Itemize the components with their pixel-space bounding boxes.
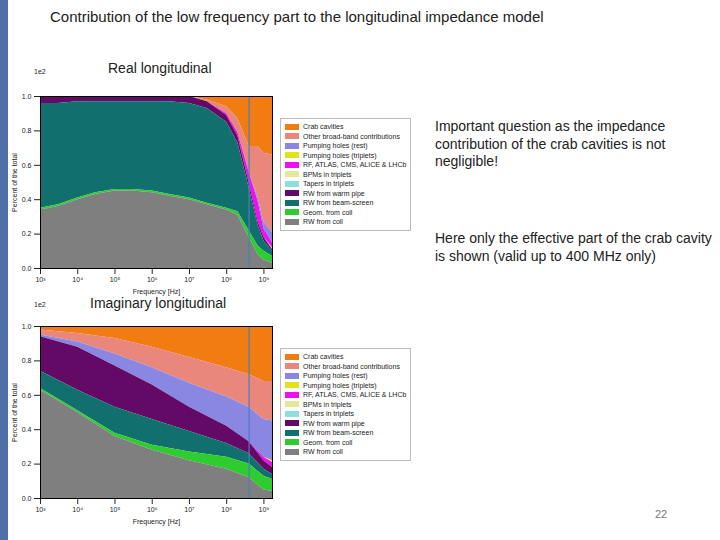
svg-text:10⁶: 10⁶ <box>147 276 158 283</box>
html-text:RW from coll: RW from coll <box>303 448 343 456</box>
svg-text:0.0: 0.0 <box>22 265 32 272</box>
svg-text:1.0: 1.0 <box>22 323 32 330</box>
svg-text:10⁴: 10⁴ <box>72 506 83 513</box>
html-text:Other broad-band contributions: Other broad-band contributions <box>303 362 400 370</box>
svg-text:0.2: 0.2 <box>22 230 32 237</box>
html-text:Tapers in triplets: Tapers in triplets <box>303 410 354 418</box>
html-text:Contribution of the low freque: Contribution of the low frequency part t… <box>50 8 544 25</box>
svg-text:1.0: 1.0 <box>22 93 32 100</box>
svg-text:10⁹: 10⁹ <box>259 506 270 513</box>
svg-text:10⁷: 10⁷ <box>184 506 195 513</box>
html-text:Tapers in triplets: Tapers in triplets <box>303 180 354 188</box>
html-text:RW from warm pipe: RW from warm pipe <box>303 189 365 197</box>
svg-text:10⁸: 10⁸ <box>221 276 232 283</box>
html-text:Crab cavities: Crab cavities <box>303 123 344 131</box>
svg-text:Frequency [Hz]: Frequency [Hz] <box>133 288 181 296</box>
svg-text:Percent of the total: Percent of the total <box>11 383 18 442</box>
html-text:Geom. from coll: Geom. from coll <box>303 438 353 446</box>
html-text:Here only the effective part o: Here only the effective part of the crab… <box>435 230 712 264</box>
svg-text:10³: 10³ <box>35 506 46 513</box>
svg-text:10⁵: 10⁵ <box>110 506 121 513</box>
html-text:Crab cavities: Crab cavities <box>303 353 344 361</box>
html-text:BPMs in triplets: BPMs in triplets <box>303 170 352 178</box>
svg-text:Percent of the total: Percent of the total <box>11 153 18 212</box>
html-text:RF, ATLAS, CMS, ALICE & LHCb: RF, ATLAS, CMS, ALICE & LHCb <box>303 391 407 399</box>
svg-text:0.4: 0.4 <box>22 426 32 433</box>
svg-text:0.8: 0.8 <box>22 357 32 364</box>
svg-text:0.4: 0.4 <box>22 196 32 203</box>
svg-text:0.8: 0.8 <box>22 127 32 134</box>
html-text:Pumping holes (triplets): Pumping holes (triplets) <box>303 381 377 389</box>
html-text:Important question as the impe: Important question as the impedance cont… <box>435 118 666 169</box>
svg-text:0.0: 0.0 <box>22 495 32 502</box>
html-text:Other broad-band contributions: Other broad-band contributions <box>303 132 400 140</box>
html-text:Imaginary longitudinal: Imaginary longitudinal <box>90 295 227 311</box>
html-text:RW from beam-screen: RW from beam-screen <box>303 199 374 207</box>
html-text:BPMs in triplets: BPMs in triplets <box>303 400 352 408</box>
svg-text:10³: 10³ <box>35 276 46 283</box>
html-text:Pumping holes (rest): Pumping holes (rest) <box>303 142 368 150</box>
svg-text:0.6: 0.6 <box>22 392 32 399</box>
html-text:Geom. from coll: Geom. from coll <box>303 208 353 216</box>
html-text:Pumping holes (rest): Pumping holes (rest) <box>303 372 368 380</box>
html-text:Real longitudinal: Real longitudinal <box>108 60 212 76</box>
svg-text:10⁴: 10⁴ <box>72 276 83 283</box>
svg-text:Frequency [Hz]: Frequency [Hz] <box>133 518 181 526</box>
svg-text:10⁸: 10⁸ <box>221 506 232 513</box>
html-text:1e2: 1e2 <box>34 301 46 308</box>
svg-text:10⁷: 10⁷ <box>184 276 195 283</box>
html-text:22: 22 <box>655 508 668 520</box>
svg-text:10⁹: 10⁹ <box>259 276 270 283</box>
html-text:Pumping holes (triplets): Pumping holes (triplets) <box>303 151 377 159</box>
html-text:RW from warm pipe: RW from warm pipe <box>303 419 365 427</box>
html-text:1e2: 1e2 <box>34 68 46 75</box>
svg-text:0.6: 0.6 <box>22 162 32 169</box>
svg-text:10⁵: 10⁵ <box>110 276 121 283</box>
svg-text:0.2: 0.2 <box>22 460 32 467</box>
html-text:RF, ATLAS, CMS, ALICE & LHCb: RF, ATLAS, CMS, ALICE & LHCb <box>303 161 407 169</box>
html-text:RW from beam-screen: RW from beam-screen <box>303 429 374 437</box>
svg-text:10⁶: 10⁶ <box>147 506 158 513</box>
html-text:RW from coll: RW from coll <box>303 218 343 226</box>
